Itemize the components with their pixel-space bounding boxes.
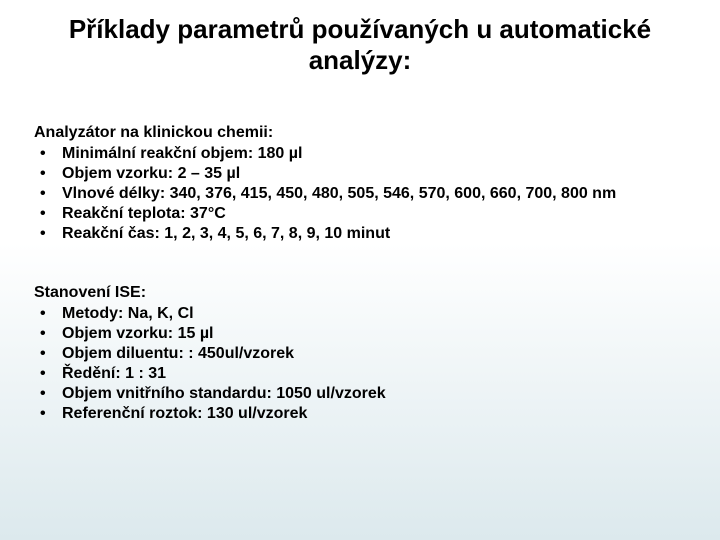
list-item: Objem diluentu: : 450ul/vzorek [34, 344, 686, 364]
slide-title: Příklady parametrů používaných u automat… [40, 14, 680, 76]
section-heading: Analyzátor na klinickou chemii: [34, 124, 686, 142]
section-ise: Stanovení ISE: Metody: Na, K, Cl Objem v… [34, 284, 686, 424]
list-item: Referenční roztok: 130 ul/vzorek [34, 404, 686, 424]
list-item: Objem vnitřního standardu: 1050 ul/vzore… [34, 384, 686, 404]
list-item: Reakční teplota: 37°C [34, 204, 686, 224]
list-item: Metody: Na, K, Cl [34, 304, 686, 324]
section-heading: Stanovení ISE: [34, 284, 686, 302]
bullet-list: Minimální reakční objem: 180 µl Objem vz… [34, 144, 686, 244]
list-item: Reakční čas: 1, 2, 3, 4, 5, 6, 7, 8, 9, … [34, 224, 686, 244]
list-item: Minimální reakční objem: 180 µl [34, 144, 686, 164]
list-item: Objem vzorku: 2 – 35 µl [34, 164, 686, 184]
list-item: Vlnové délky: 340, 376, 415, 450, 480, 5… [34, 184, 686, 204]
slide: Příklady parametrů používaných u automat… [0, 0, 720, 540]
section-analyzer: Analyzátor na klinickou chemii: Minimáln… [34, 124, 686, 244]
list-item: Objem vzorku: 15 µl [34, 324, 686, 344]
list-item: Ředění: 1 : 31 [34, 364, 686, 384]
bullet-list: Metody: Na, K, Cl Objem vzorku: 15 µl Ob… [34, 304, 686, 424]
